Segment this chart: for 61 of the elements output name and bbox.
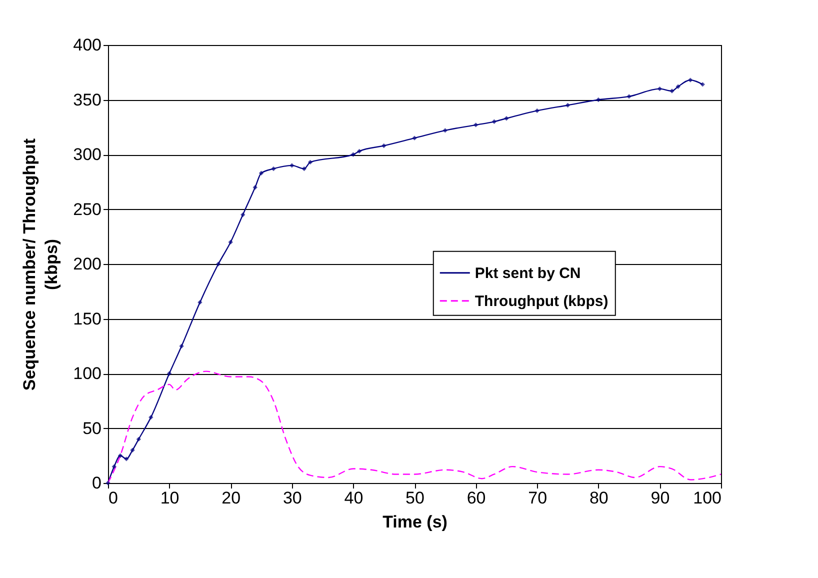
legend-label: Pkt sent by CN [474, 264, 581, 282]
x-tick-label: 20 [222, 488, 241, 508]
point [271, 166, 276, 172]
point [198, 300, 202, 305]
point [626, 94, 632, 99]
point [118, 453, 123, 458]
point [534, 108, 540, 114]
point [216, 262, 221, 266]
point [130, 448, 135, 452]
x-axis-title: Time (s) [382, 512, 448, 532]
x-tick-label: 80 [589, 488, 608, 508]
point [302, 166, 307, 172]
x-tick-label: 0 [108, 488, 118, 508]
point [124, 456, 129, 462]
point [290, 163, 294, 168]
line-series [107, 370, 722, 484]
point [228, 240, 233, 244]
point [112, 464, 116, 469]
point [596, 97, 601, 102]
x-tick-label: 30 [282, 488, 302, 508]
point [473, 122, 478, 128]
x-tick-label: 70 [528, 488, 548, 508]
x-tick-label: 50 [406, 488, 424, 508]
y-axis-title: Sequence number/ Throughput (kbps) [20, 138, 62, 391]
x-tick-label: 40 [344, 488, 364, 508]
y-tick-label: 0 [92, 474, 102, 492]
x-tick-label: 100 [693, 488, 722, 508]
point [412, 136, 417, 140]
x-tick-label: 60 [466, 488, 486, 508]
point [676, 84, 680, 89]
y-tick-label: 150 [73, 309, 102, 328]
point [442, 128, 448, 133]
point [106, 480, 110, 486]
legend-label: Throughput (kbps) [474, 292, 608, 310]
y-tick-label: 400 [73, 36, 102, 54]
point [504, 116, 509, 121]
y-tick-label: 50 [82, 418, 102, 438]
point [240, 212, 246, 218]
y-tick-label: 350 [73, 90, 102, 110]
point [565, 102, 570, 108]
point [492, 119, 497, 124]
point [166, 371, 172, 376]
point [688, 78, 693, 82]
point [382, 143, 386, 148]
point [700, 82, 705, 87]
x-tick-label: 90 [650, 488, 670, 508]
point [258, 170, 264, 176]
y-tick-label: 250 [73, 200, 102, 219]
point [356, 148, 362, 154]
y-tick-label: 100 [73, 364, 102, 383]
point [657, 86, 662, 92]
point [179, 344, 184, 348]
point [350, 152, 356, 157]
x-tick-label: 10 [160, 488, 180, 508]
y-tick-label: 300 [73, 145, 102, 164]
point [148, 414, 154, 420]
y-tick-label: 200 [73, 254, 102, 274]
point [670, 88, 674, 94]
point [252, 185, 258, 190]
point [308, 160, 313, 165]
point [136, 436, 141, 442]
